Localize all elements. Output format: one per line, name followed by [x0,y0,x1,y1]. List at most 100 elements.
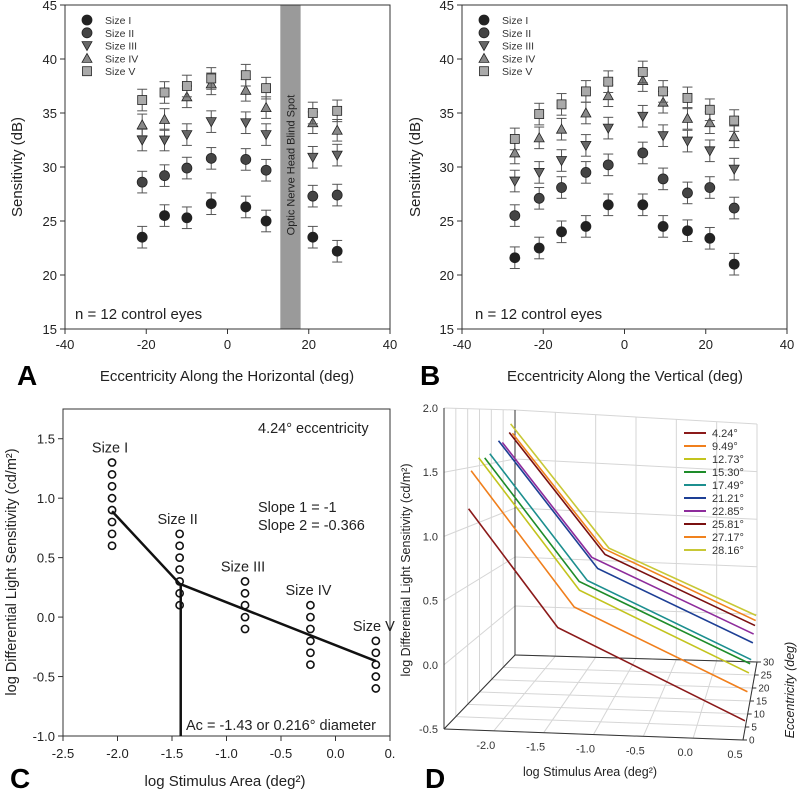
legend-marker [478,27,490,39]
data-point [729,115,740,126]
group-label: Size IV [285,583,331,599]
data-point [371,636,381,646]
y-tick-label: 1.5 [423,467,438,479]
plot-marks-d: -0.5 0.0 0.5 1.0 1.5 2.0 -2.0 -1.5 -1.0 -0.5 0.0 0.… [419,403,775,761]
legend-marker [81,27,93,39]
y-tick-label: 30 [43,160,57,175]
data-point [371,648,381,658]
x-tick-label: -1.0 [215,746,237,761]
data-point [581,86,591,97]
data-point [159,170,170,182]
data-point [240,612,250,622]
data-point [260,215,272,227]
y-tick-label: 20 [440,268,454,283]
legend-label: 15.30° [712,467,744,479]
legend-label: Size I [502,15,528,27]
data-point [533,132,545,143]
group-label: Size V [353,619,395,635]
data-point [580,107,592,118]
data-point [175,565,185,574]
data-point [682,187,693,199]
x-tick-label: 0.0 [326,746,344,761]
y-tick-label: 45 [43,0,57,13]
data-point [107,541,117,551]
x-tick-label: 40 [383,337,397,352]
data-point [555,156,568,167]
data-point [137,95,148,105]
blind-spot-band [280,5,301,329]
data-point [704,232,716,244]
data-point [580,220,592,232]
blind-spot-label: Optic Nerve Head Blind Spot [285,95,297,236]
data-point [371,672,381,681]
data-point [533,242,545,254]
data-point [637,111,649,123]
legend-label: Size III [502,41,534,53]
x-tick-label: -0.5 [626,745,645,757]
x-tick-label: 20 [302,337,316,352]
frame-line [514,654,758,663]
data-point [175,541,185,551]
z-tick-label: 20 [758,684,770,695]
legend-marker [478,41,490,52]
y-tick-label: -0.5 [419,724,438,736]
series-line [467,508,746,722]
data-point [637,67,648,77]
x-tick-label: -0.5 [270,746,292,761]
data-point [107,529,117,539]
y-tick-label: 1.5 [37,432,55,447]
data-point [681,136,694,147]
data-point [657,220,669,232]
legend-label: Size III [105,41,137,53]
legend-label: 9.49° [712,441,738,453]
data-point [331,245,343,257]
y-tick-label: 2.0 [423,403,438,415]
y-tick-label: 15 [440,322,454,337]
sample-size-note-b: n = 12 control eyes [475,306,602,323]
y-tick-label: 25 [43,214,57,229]
ac-note: Ac = -1.43 or 0.216° diameter [186,718,376,734]
y-tick-label: 0.0 [423,660,438,672]
data-point [533,192,545,204]
data-point [509,252,521,264]
y-tick-label: 40 [440,52,454,67]
data-point [704,146,716,157]
z-tick-label: 15 [756,697,768,708]
data-point [240,118,252,129]
data-point [658,86,668,97]
x-tick-label: -1.0 [576,744,595,756]
data-point [205,117,217,128]
x-axis-label-d: log Stimulus Area (deg²) [523,765,657,779]
data-point [371,660,381,670]
data-point [534,109,545,119]
data-point [580,140,592,152]
slope-2-note: Slope 2 = -0.366 [258,518,365,534]
data-point [181,162,193,174]
panel-c: -2.5 -2.0 -1.5 -1.0 -0.5 0.0 0. -1.0 -0.5 0.0 0.5 1… [4,408,395,792]
data-point [240,588,250,598]
x-axis-label-b: Eccentricity Along the Vertical (deg) [507,368,743,385]
data-point [159,210,170,222]
data-point [331,124,343,135]
legend-label: 12.73° [712,454,744,466]
sample-size-note-a: n = 12 control eyes [75,306,202,323]
group-label: Size I [92,441,128,457]
data-point [107,493,117,503]
legend-label: 25.81° [712,519,744,531]
data-point [306,600,315,610]
data-point [509,134,520,144]
z-tick-label: 10 [754,710,766,721]
data-point [307,152,319,164]
data-point [681,112,694,123]
y-tick-label: 0.5 [423,596,438,608]
y-tick-label: 45 [440,0,454,13]
series-line [508,431,756,627]
legend-label: Size I [105,15,131,27]
data-point [556,226,567,238]
grid-line [491,679,753,689]
x-tick-label: -20 [137,337,156,352]
x-axis-line [443,728,744,741]
